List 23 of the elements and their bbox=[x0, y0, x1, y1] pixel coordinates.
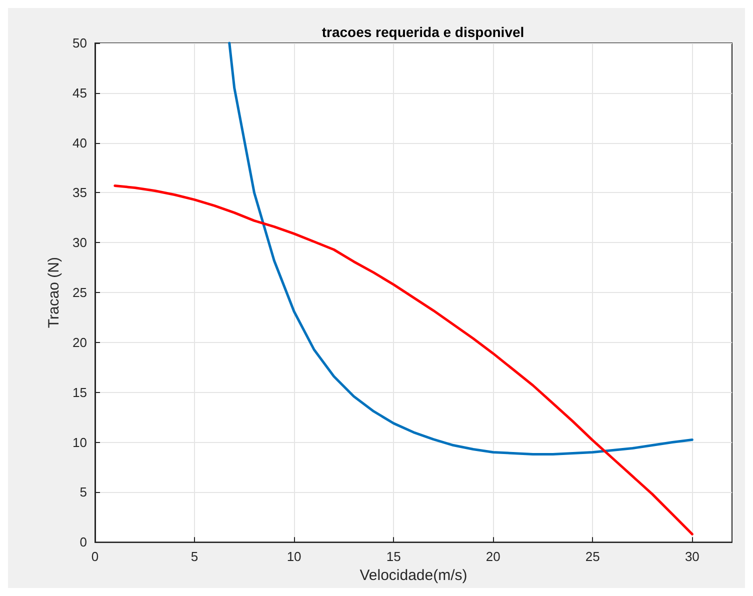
y-tick-label: 50 bbox=[72, 36, 87, 50]
y-tick-label: 5 bbox=[80, 484, 87, 500]
x-tick-label: 10 bbox=[286, 549, 302, 564]
x-tick-label: 25 bbox=[585, 549, 600, 564]
y-tick-label: 0 bbox=[80, 534, 87, 550]
line-series bbox=[228, 42, 694, 456]
x-tick-label: 5 bbox=[190, 549, 198, 564]
y-tick-label: 20 bbox=[72, 334, 87, 350]
chart-title: tracoes requerida e disponivel bbox=[322, 24, 524, 40]
y-tick-label: 30 bbox=[72, 235, 87, 250]
y-tick-label: 25 bbox=[72, 285, 87, 300]
line-series bbox=[114, 184, 694, 536]
y-tick-label: 45 bbox=[72, 85, 87, 100]
y-axis-title: Tracao (N) bbox=[46, 256, 63, 328]
x-tick-label: 30 bbox=[684, 549, 700, 564]
x-tick-label: 0 bbox=[91, 549, 99, 564]
y-tick-label: 40 bbox=[72, 135, 87, 150]
x-tick-label: 15 bbox=[386, 549, 401, 564]
x-tick-label: 20 bbox=[486, 549, 500, 564]
y-tick-label: 35 bbox=[72, 185, 87, 200]
x-axis-title: Velocidade(m/s) bbox=[360, 567, 468, 584]
y-tick-label: 10 bbox=[72, 434, 87, 450]
y-tick-label: 15 bbox=[72, 384, 87, 400]
